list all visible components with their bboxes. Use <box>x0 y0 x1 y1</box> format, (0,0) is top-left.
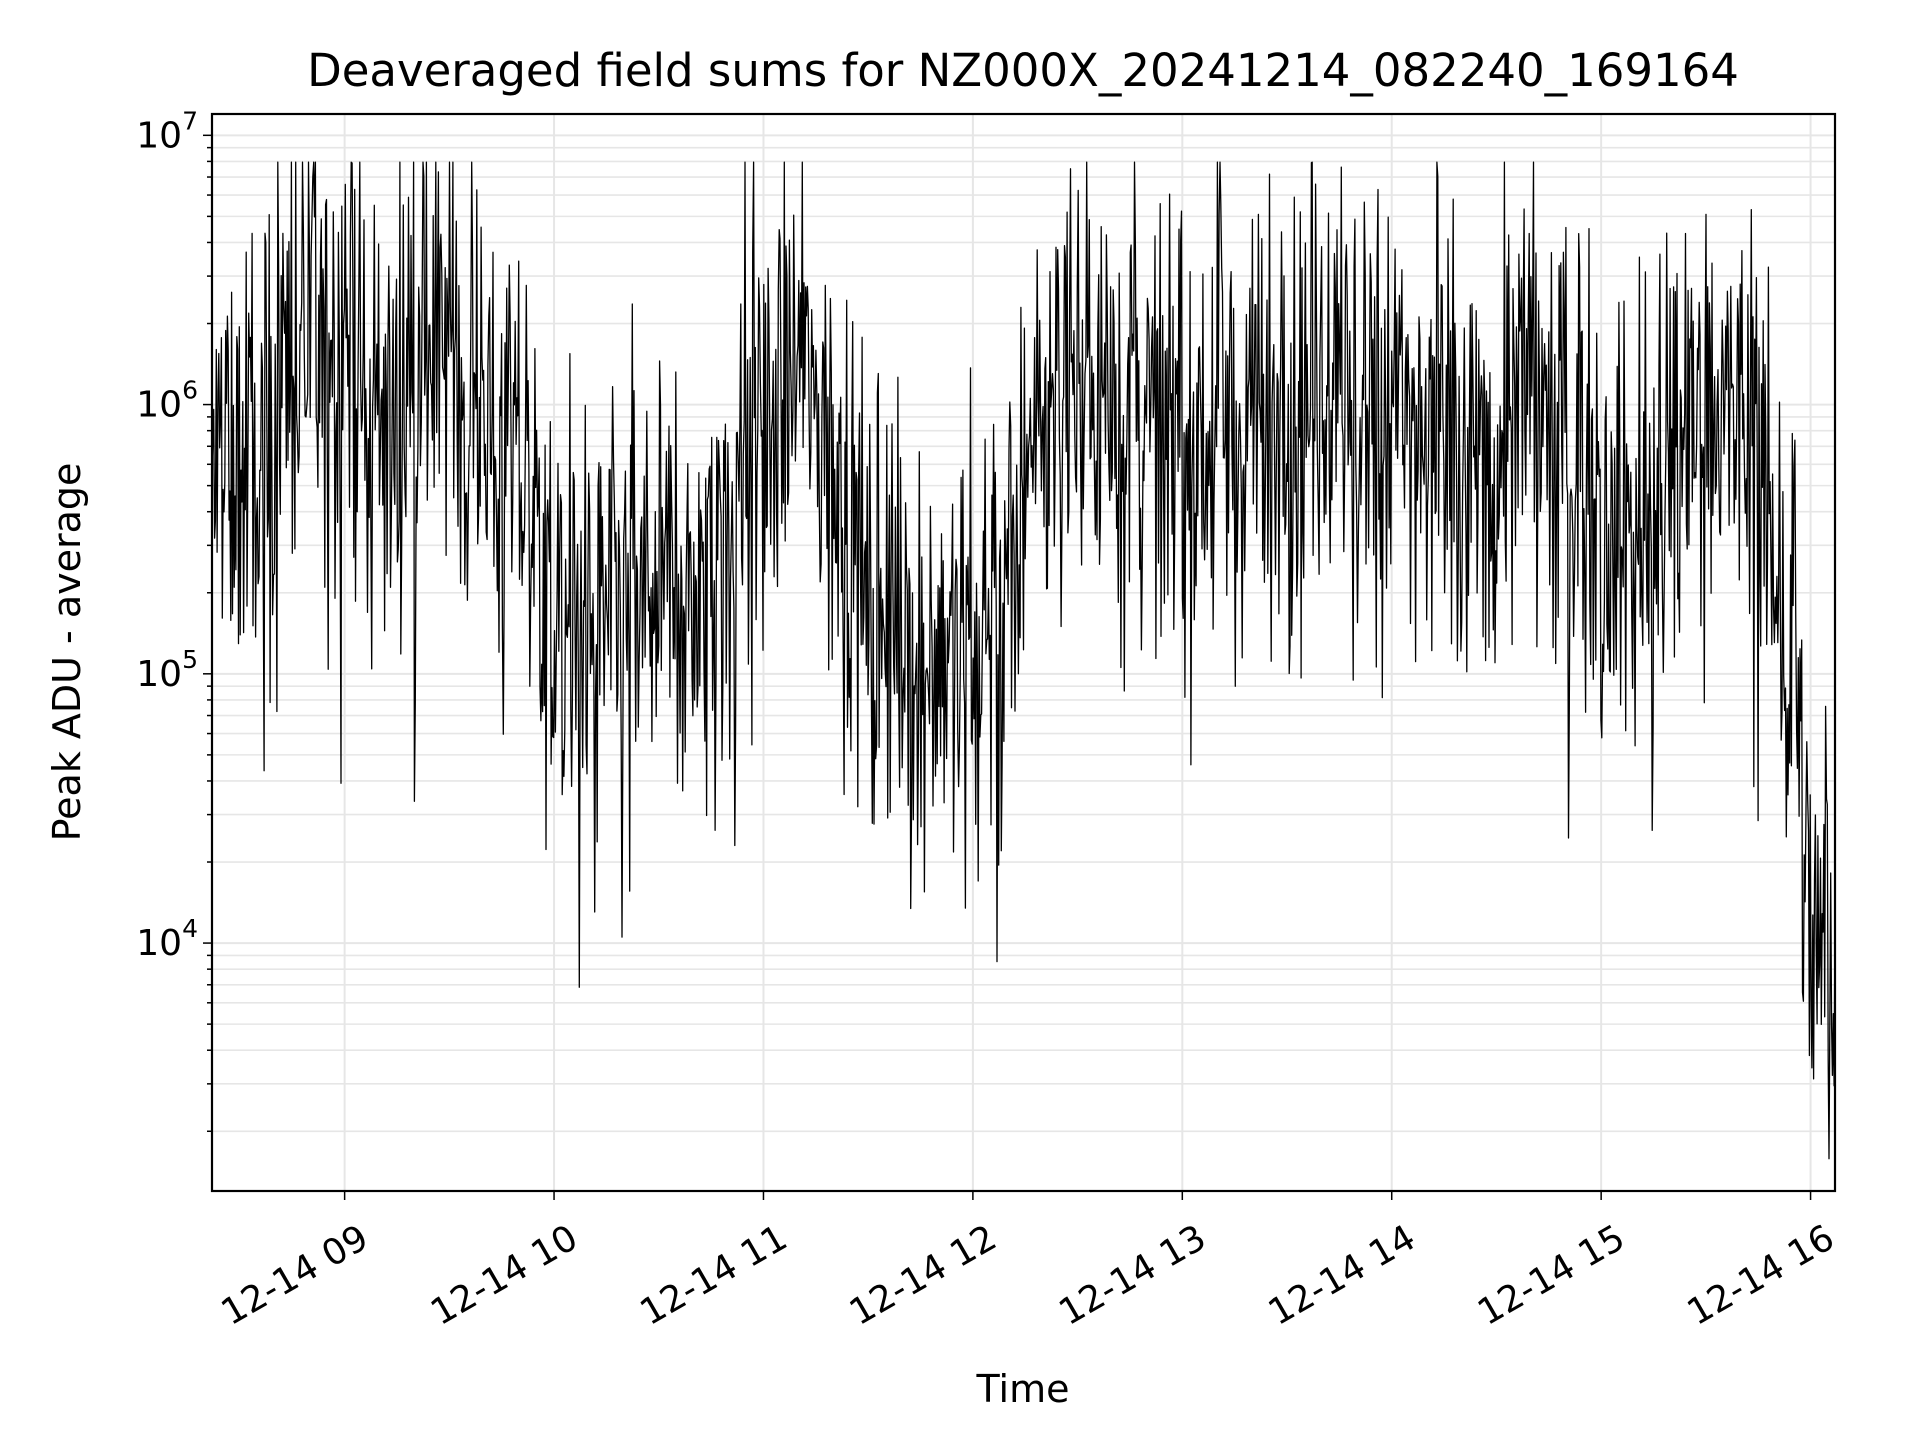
y-tick-label: 106 <box>136 376 198 426</box>
y-tick-base: 10 <box>136 654 182 695</box>
x-tick-label: 12-14 13 <box>1052 1217 1213 1333</box>
y-tick-exponent: 7 <box>182 106 198 135</box>
x-tick-label: 12-14 09 <box>215 1217 376 1333</box>
y-axis-title: Peak ADU - average <box>45 463 89 842</box>
y-tick-label: 104 <box>136 914 198 964</box>
y-tick-label: 105 <box>136 645 198 695</box>
y-tick-exponent: 6 <box>182 376 198 405</box>
chart-title: Deaveraged field sums for NZ000X_2024121… <box>307 44 1739 97</box>
y-tick-base: 10 <box>136 385 182 426</box>
series-line <box>211 161 1836 1160</box>
x-tick-label: 12-14 11 <box>633 1217 794 1333</box>
x-axis-title: Time <box>976 1367 1070 1411</box>
x-tick-label: 12-14 15 <box>1471 1217 1632 1333</box>
x-tick-label: 12-14 14 <box>1262 1217 1423 1333</box>
x-tick-label: 12-14 12 <box>843 1217 1004 1333</box>
y-tick-base: 10 <box>136 115 182 156</box>
y-tick-label: 107 <box>136 106 198 156</box>
x-tick-label: 12-14 10 <box>424 1217 585 1333</box>
y-tick-base: 10 <box>136 923 182 964</box>
y-tick-exponent: 4 <box>182 914 198 943</box>
series-line-layer <box>211 161 1836 1160</box>
y-tick-exponent: 5 <box>182 645 198 674</box>
plot-area-frame <box>210 112 1837 1193</box>
x-tick-label: 12-14 16 <box>1681 1217 1842 1333</box>
